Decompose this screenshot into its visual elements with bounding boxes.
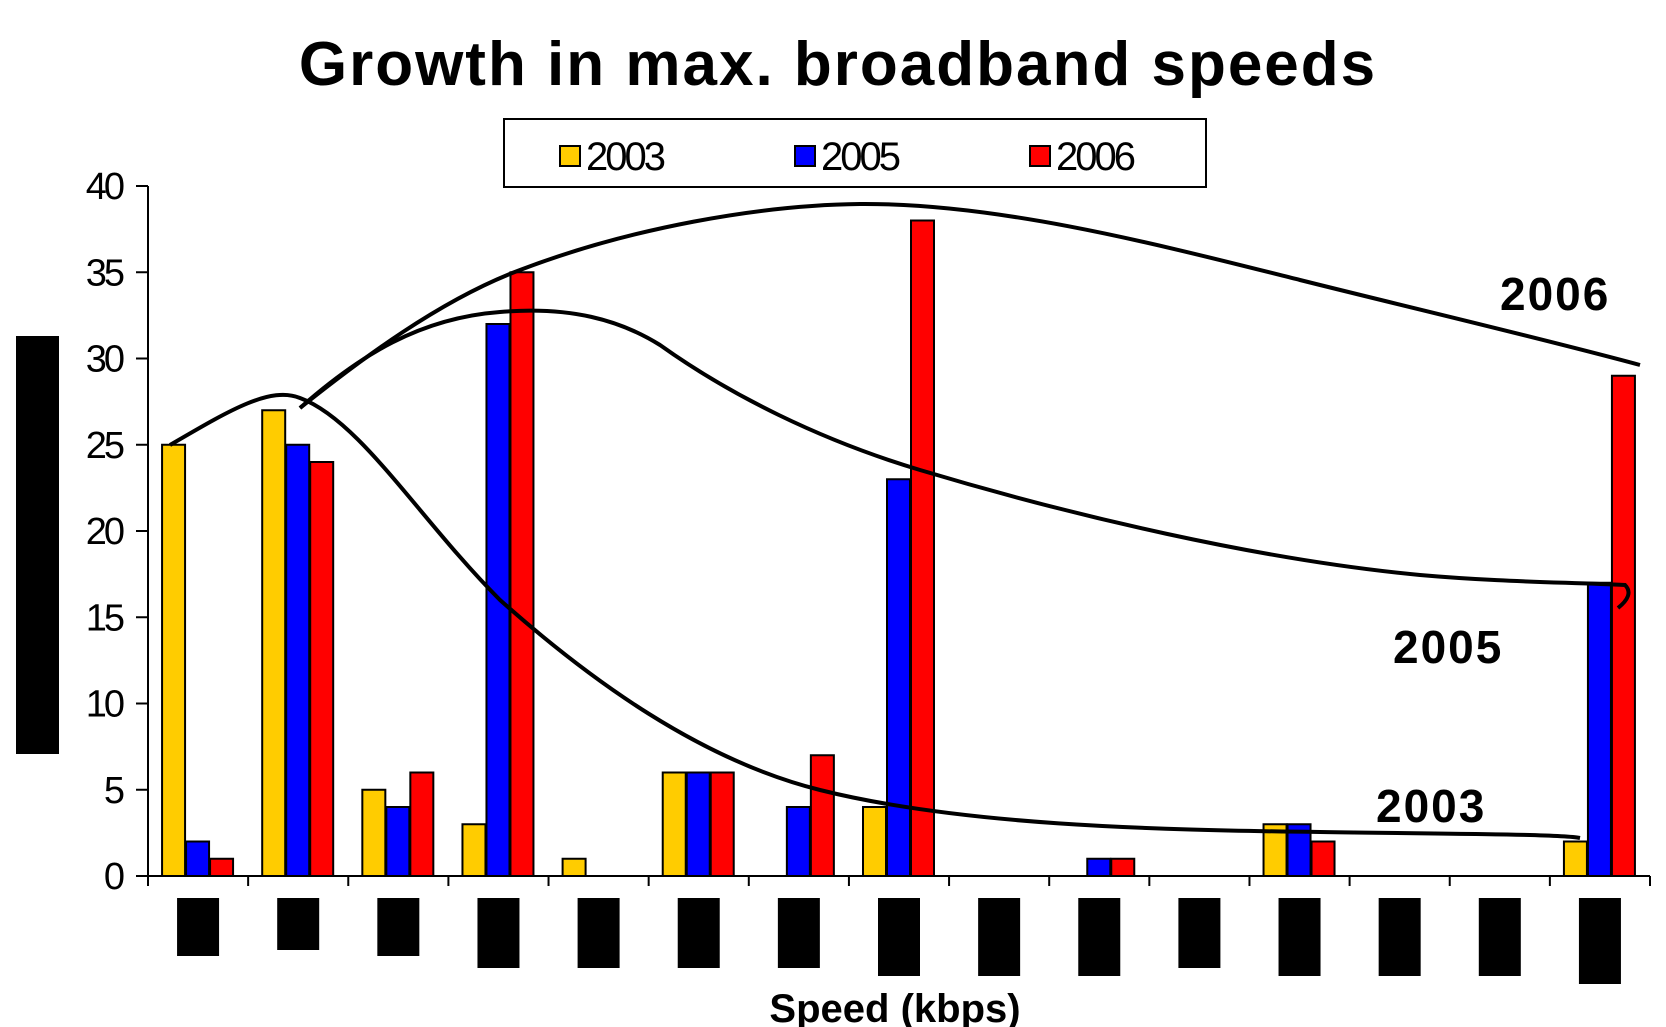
x-category-label-redacted — [677, 898, 720, 968]
annotation-2006: 2006 — [1500, 268, 1610, 320]
legend-label-2005: 2005 — [821, 135, 900, 179]
x-category-label-redacted — [777, 898, 820, 968]
bars — [161, 219, 1636, 877]
bar-2005 — [285, 443, 311, 877]
bar-2005 — [385, 806, 411, 877]
legend-swatch-2005 — [794, 145, 816, 167]
x-category-label-redacted — [878, 898, 920, 976]
y-tick-label: 35 — [86, 252, 124, 294]
x-category-label-redacted — [377, 898, 420, 956]
bar-2003 — [1562, 840, 1588, 877]
bar-2003 — [461, 823, 487, 877]
x-axis-title: Speed (kbps) — [769, 987, 1020, 1027]
bar-2006 — [709, 771, 735, 877]
legend-swatch-2006 — [1029, 145, 1051, 167]
y-tick-label: 0 — [104, 856, 124, 898]
x-category-label-redacted — [1578, 898, 1621, 984]
bar-2006 — [1110, 857, 1136, 877]
bar-2006 — [1610, 374, 1636, 877]
y-axis-label-redacted — [16, 336, 59, 754]
bar-2005 — [1086, 857, 1112, 877]
x-category-label-redacted — [1278, 898, 1321, 976]
bar-2006 — [1310, 840, 1336, 877]
x-category-label-redacted — [477, 898, 520, 968]
bar-2003 — [361, 788, 387, 877]
annotation-2003: 2003 — [1376, 780, 1486, 832]
bar-2005 — [685, 771, 711, 877]
x-category-label-redacted — [1478, 898, 1521, 976]
y-tick-label: 30 — [86, 339, 124, 381]
bar-2006 — [809, 754, 835, 877]
legend: 2003 2005 2006 — [559, 135, 1138, 179]
bar-2003 — [862, 806, 887, 877]
bar-2005 — [785, 806, 811, 877]
bar-2005 — [185, 840, 211, 877]
annotation-2005: 2005 — [1393, 621, 1503, 673]
chart-title: Growth in max. broadband speeds — [299, 30, 1377, 99]
bar-2003 — [661, 771, 687, 877]
y-tick-label: 5 — [104, 770, 124, 812]
trend-curve-2005 — [298, 308, 1631, 610]
y-axis: 0 5 10 15 20 25 30 35 40 — [86, 166, 149, 898]
bar-2003 — [261, 409, 287, 877]
y-tick-label: 25 — [86, 425, 124, 467]
trend-curve-2003 — [168, 392, 1581, 840]
bar-2005 — [1586, 581, 1612, 877]
y-tick-label: 20 — [86, 511, 124, 553]
bar-2003 — [161, 443, 187, 877]
x-axis — [147, 875, 1651, 984]
bar-2006 — [509, 271, 535, 877]
legend-label-2006: 2006 — [1056, 135, 1135, 179]
trend-curve-2006 — [298, 201, 1641, 410]
legend-label-2003: 2003 — [586, 135, 665, 179]
bar-2006 — [910, 219, 935, 877]
x-category-label-redacted — [577, 898, 620, 968]
y-tick-label: 10 — [86, 684, 124, 726]
legend-swatch-2003 — [559, 145, 581, 167]
x-category-label-redacted — [177, 898, 220, 956]
bar-2005 — [886, 478, 911, 877]
x-category-label-redacted — [1378, 898, 1421, 976]
bar-2006 — [209, 857, 235, 877]
bar-2003 — [561, 857, 587, 877]
bar-2006 — [409, 771, 435, 877]
x-category-label-redacted — [277, 898, 320, 950]
bar-2006 — [309, 461, 335, 877]
y-tick-label: 15 — [86, 597, 124, 639]
legend-box — [503, 118, 1207, 188]
x-category-label-redacted — [978, 898, 1021, 976]
x-category-label-redacted — [1078, 898, 1121, 976]
x-category-label-redacted — [1178, 898, 1221, 968]
y-tick-label: 40 — [86, 166, 124, 208]
